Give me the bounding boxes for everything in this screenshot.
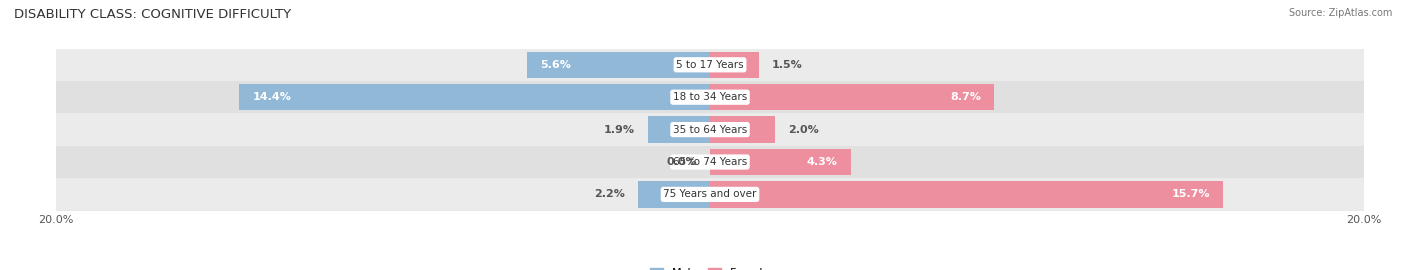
Text: 75 Years and over: 75 Years and over xyxy=(664,189,756,200)
Text: 5 to 17 Years: 5 to 17 Years xyxy=(676,60,744,70)
Text: 1.5%: 1.5% xyxy=(772,60,803,70)
Text: DISABILITY CLASS: COGNITIVE DIFFICULTY: DISABILITY CLASS: COGNITIVE DIFFICULTY xyxy=(14,8,291,21)
Bar xyxy=(710,52,759,78)
Text: 35 to 64 Years: 35 to 64 Years xyxy=(673,124,747,135)
Text: 0.0%: 0.0% xyxy=(666,157,697,167)
Text: 18 to 34 Years: 18 to 34 Years xyxy=(673,92,747,102)
Text: 65 to 74 Years: 65 to 74 Years xyxy=(673,157,747,167)
Bar xyxy=(56,113,1364,146)
Text: 5.6%: 5.6% xyxy=(540,60,571,70)
Bar xyxy=(710,84,994,110)
Text: 4.3%: 4.3% xyxy=(807,157,838,167)
Text: 2.2%: 2.2% xyxy=(595,189,626,200)
Bar xyxy=(710,116,776,143)
Bar xyxy=(638,181,710,208)
Legend: Male, Female: Male, Female xyxy=(650,268,770,270)
Bar xyxy=(648,116,710,143)
Text: 1.9%: 1.9% xyxy=(603,124,636,135)
Bar xyxy=(56,49,1364,81)
Text: 2.0%: 2.0% xyxy=(789,124,820,135)
Bar xyxy=(56,81,1364,113)
Bar xyxy=(527,52,710,78)
Bar xyxy=(710,149,851,175)
Text: 14.4%: 14.4% xyxy=(252,92,291,102)
Text: 15.7%: 15.7% xyxy=(1171,189,1211,200)
Bar xyxy=(710,181,1223,208)
Text: Source: ZipAtlas.com: Source: ZipAtlas.com xyxy=(1288,8,1392,18)
Bar xyxy=(56,146,1364,178)
Bar xyxy=(56,178,1364,211)
Bar xyxy=(239,84,710,110)
Text: 8.7%: 8.7% xyxy=(950,92,981,102)
